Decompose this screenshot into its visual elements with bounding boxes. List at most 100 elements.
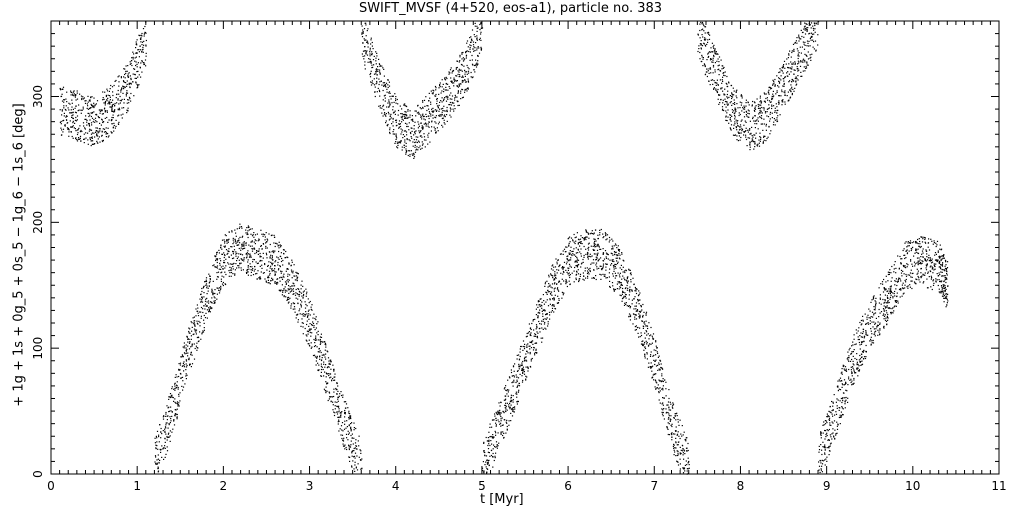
scatter-dot — [460, 90, 462, 92]
scatter-dot — [469, 44, 471, 46]
scatter-dot — [423, 133, 425, 135]
scatter-dot — [721, 82, 723, 84]
scatter-dot — [106, 99, 108, 101]
scatter-dot — [495, 434, 497, 436]
scatter-dot — [267, 275, 269, 277]
scatter-dot — [723, 93, 725, 95]
scatter-dot — [597, 238, 599, 240]
scatter-dot — [656, 382, 658, 384]
scatter-dot — [109, 103, 111, 105]
data-point — [688, 467, 690, 469]
scatter-dot — [597, 243, 599, 246]
scatter-dot — [491, 419, 494, 421]
scatter-dot — [584, 270, 586, 272]
scatter-dot — [283, 249, 285, 251]
scatter-dot — [558, 298, 560, 300]
scatter-dot — [117, 99, 119, 101]
scatter-dot — [591, 262, 593, 264]
scatter-dot — [467, 46, 469, 48]
scatter-dot — [215, 258, 217, 260]
scatter-dot — [196, 336, 198, 339]
scatter-dot — [492, 436, 494, 438]
scatter-dot — [613, 270, 615, 272]
scatter-dot — [214, 292, 216, 295]
scatter-dot — [648, 338, 650, 340]
scatter-dot — [621, 252, 623, 254]
scatter-dot — [102, 99, 104, 101]
scatter-dot — [104, 111, 106, 113]
scatter-dot — [271, 258, 273, 260]
scatter-dot — [259, 255, 261, 257]
scatter-dot — [225, 258, 227, 260]
scatter-dot — [739, 126, 741, 128]
scatter-dot — [394, 113, 396, 115]
scatter-dot — [492, 434, 494, 436]
scatter-dot — [557, 302, 559, 304]
scatter-dot — [565, 281, 567, 283]
scatter-dot — [102, 140, 104, 143]
scatter-dot — [174, 413, 176, 415]
scatter-dot — [288, 289, 290, 291]
scatter-dot — [661, 413, 664, 415]
scatter-dot — [461, 81, 463, 83]
scatter-dot — [579, 245, 581, 247]
scatter-dot — [82, 106, 84, 108]
scatter-dot — [313, 338, 315, 341]
scatter-dot — [542, 328, 544, 330]
scatter-dot — [423, 123, 425, 125]
scatter-dot — [168, 398, 170, 400]
scatter-dot — [248, 226, 250, 228]
scatter-dot — [626, 280, 628, 282]
scatter-dot — [569, 252, 571, 254]
scatter-dot — [595, 264, 597, 266]
scatter-dot — [539, 298, 541, 300]
scatter-dot — [459, 69, 461, 71]
scatter-dot — [166, 436, 168, 439]
scatter-dot — [599, 248, 601, 250]
scatter-dot — [636, 288, 638, 290]
scatter-dot — [457, 70, 459, 72]
scatter-dot — [676, 412, 678, 414]
scatter-dot — [553, 311, 555, 313]
scatter-dot — [204, 308, 206, 310]
scatter-dot — [403, 144, 405, 146]
scatter-dot — [137, 49, 139, 51]
scatter-dot — [174, 383, 176, 385]
scatter-dot — [638, 299, 640, 301]
scatter-dot — [242, 242, 244, 244]
scatter-dot — [553, 298, 555, 300]
scatter-dot — [600, 228, 602, 231]
scatter-dot — [399, 123, 401, 125]
scatter-dot — [226, 242, 228, 244]
scatter-dot — [109, 96, 111, 98]
scatter-dot — [439, 108, 441, 110]
scatter-dot — [624, 271, 626, 274]
scatter-dot — [324, 343, 326, 345]
scatter-dot — [105, 95, 107, 98]
scatter-dot — [176, 401, 179, 403]
scatter-dot — [59, 88, 61, 90]
scatter-dot — [325, 386, 327, 388]
scatter-dot — [387, 102, 389, 104]
scatter-dot — [96, 133, 98, 135]
scatter-dot — [630, 279, 632, 281]
scatter-dot — [637, 332, 639, 334]
scatter-dot — [517, 370, 519, 372]
scatter-dot — [278, 250, 280, 253]
scatter-dot — [446, 97, 448, 99]
scatter-dot — [236, 252, 238, 254]
scatter-dot — [547, 321, 549, 323]
scatter-dot — [125, 72, 127, 74]
scatter-dot — [202, 287, 204, 289]
scatter-dot — [738, 132, 740, 134]
scatter-dot — [297, 276, 299, 278]
scatter-dot — [361, 458, 363, 460]
scatter-dot — [516, 354, 518, 356]
scatter-dot — [552, 269, 554, 271]
scatter-dot — [219, 264, 221, 266]
scatter-dot — [166, 446, 168, 448]
scatter-dot — [128, 102, 130, 104]
scatter-dot — [629, 272, 632, 275]
scatter-dot — [126, 92, 129, 94]
scatter-dot — [132, 81, 134, 83]
